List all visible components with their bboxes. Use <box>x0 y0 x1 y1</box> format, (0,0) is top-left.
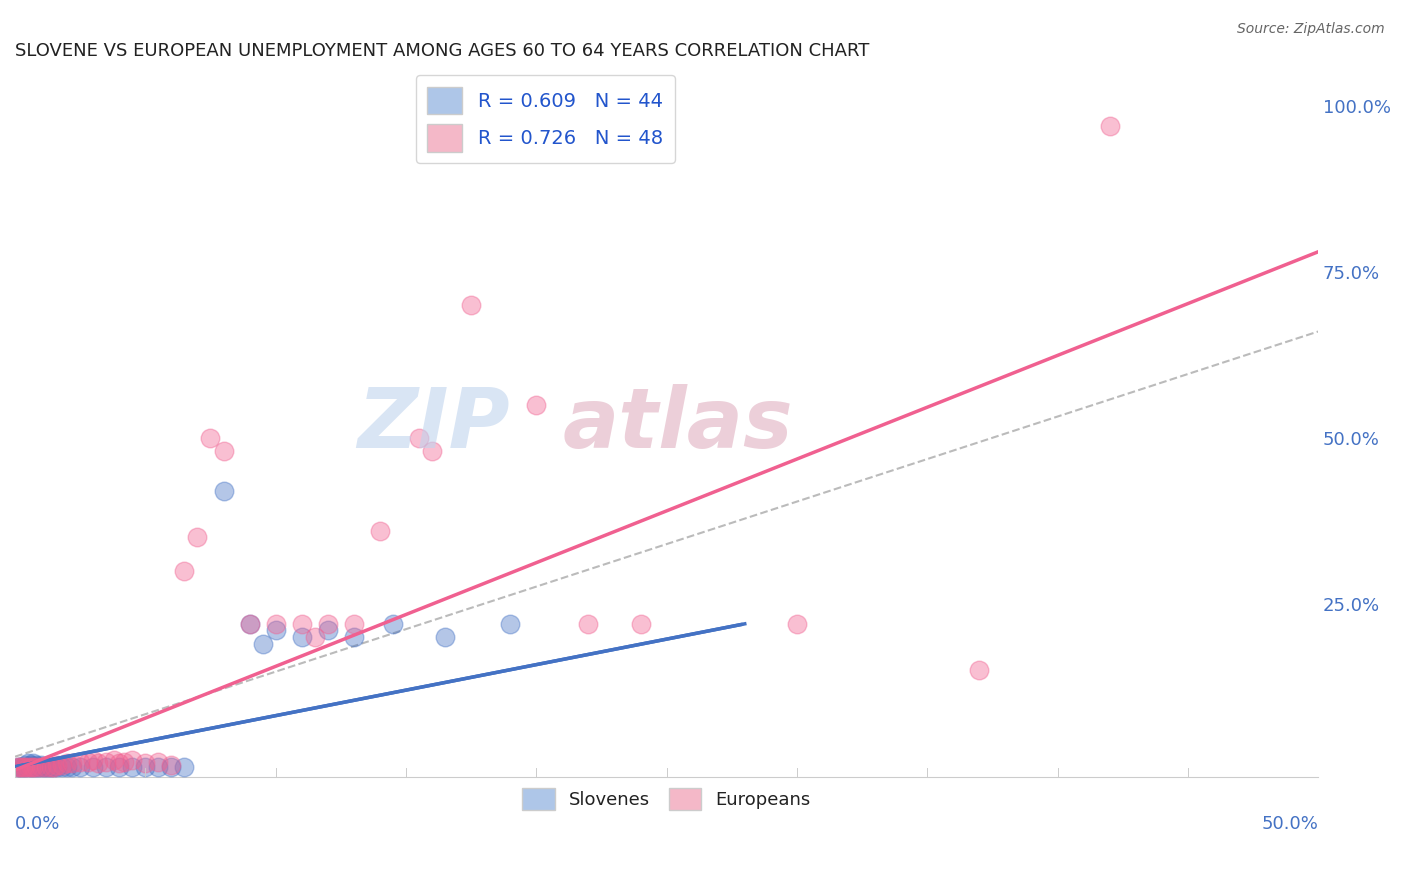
Point <box>499 616 522 631</box>
Point <box>524 398 547 412</box>
Point <box>30 759 52 773</box>
Legend: Slovenes, Europeans: Slovenes, Europeans <box>515 780 818 817</box>
Point <box>8 759 31 773</box>
Point <box>38 759 60 773</box>
Point <box>103 753 125 767</box>
Point <box>7 759 30 773</box>
Point <box>969 663 991 677</box>
Text: 50.0%: 50.0% <box>1261 815 1319 833</box>
Point <box>186 531 208 545</box>
Point <box>41 759 63 773</box>
Point <box>42 759 65 773</box>
Point <box>148 755 170 769</box>
Point <box>45 757 67 772</box>
Point <box>69 759 91 773</box>
Point <box>35 759 58 773</box>
Point <box>20 757 42 772</box>
Point <box>24 757 46 772</box>
Point <box>381 616 404 631</box>
Point <box>460 298 482 312</box>
Point <box>173 564 195 578</box>
Point <box>22 759 45 773</box>
Point <box>51 759 73 773</box>
Point <box>87 756 110 771</box>
Point <box>173 759 195 773</box>
Point <box>30 757 52 772</box>
Point <box>22 756 45 771</box>
Point <box>14 759 37 773</box>
Point <box>96 755 118 769</box>
Point <box>134 756 156 771</box>
Point <box>264 616 287 631</box>
Point <box>20 759 42 773</box>
Point <box>576 616 599 631</box>
Point <box>134 759 156 773</box>
Point <box>212 483 235 498</box>
Text: SLOVENE VS EUROPEAN UNEMPLOYMENT AMONG AGES 60 TO 64 YEARS CORRELATION CHART: SLOVENE VS EUROPEAN UNEMPLOYMENT AMONG A… <box>15 42 869 60</box>
Point <box>108 756 131 771</box>
Point <box>35 759 58 773</box>
Point <box>200 431 222 445</box>
Point <box>264 624 287 638</box>
Point <box>316 624 339 638</box>
Point <box>8 759 31 773</box>
Point <box>60 756 83 771</box>
Point <box>239 616 262 631</box>
Point <box>96 759 118 773</box>
Text: Source: ZipAtlas.com: Source: ZipAtlas.com <box>1237 22 1385 37</box>
Point <box>24 759 46 773</box>
Point <box>121 759 143 773</box>
Point <box>108 759 131 773</box>
Point <box>51 757 73 772</box>
Point <box>24 759 46 773</box>
Point <box>41 759 63 773</box>
Point <box>1098 119 1121 133</box>
Point <box>343 616 366 631</box>
Point <box>121 753 143 767</box>
Point <box>11 759 34 773</box>
Point <box>17 759 39 773</box>
Point <box>56 756 79 771</box>
Text: ZIP: ZIP <box>357 384 510 465</box>
Point <box>17 756 39 771</box>
Point <box>11 759 34 773</box>
Point <box>69 755 91 769</box>
Point <box>630 616 652 631</box>
Point <box>343 630 366 644</box>
Point <box>7 759 30 773</box>
Point <box>239 616 262 631</box>
Point <box>434 630 457 644</box>
Point <box>420 444 443 458</box>
Point <box>45 759 67 773</box>
Point <box>22 759 45 773</box>
Point <box>42 759 65 773</box>
Point <box>160 759 183 773</box>
Point <box>82 753 104 767</box>
Point <box>212 444 235 458</box>
Point <box>20 759 42 773</box>
Point <box>252 637 274 651</box>
Point <box>82 759 104 773</box>
Point <box>304 630 326 644</box>
Point <box>60 759 83 773</box>
Text: atlas: atlas <box>562 384 793 465</box>
Point <box>316 616 339 631</box>
Text: 0.0%: 0.0% <box>15 815 60 833</box>
Point <box>77 755 100 769</box>
Point <box>14 757 37 772</box>
Point <box>368 524 391 538</box>
Point <box>786 616 808 631</box>
Point <box>114 755 136 769</box>
Point <box>160 757 183 772</box>
Point <box>291 616 314 631</box>
Point <box>408 431 430 445</box>
Point <box>32 759 55 773</box>
Point <box>148 759 170 773</box>
Point <box>291 630 314 644</box>
Point <box>14 759 37 773</box>
Point <box>30 759 52 773</box>
Point <box>27 759 49 773</box>
Point <box>17 759 39 773</box>
Point <box>56 759 79 773</box>
